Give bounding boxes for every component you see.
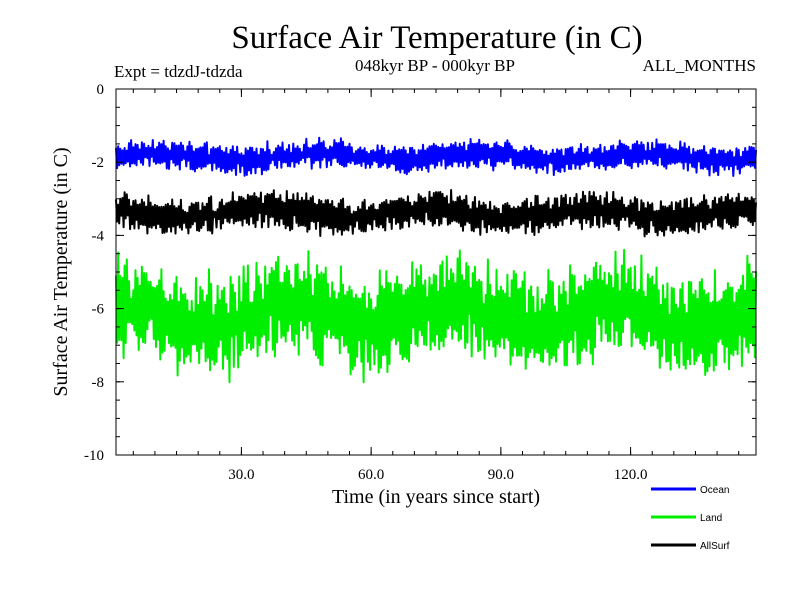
experiment-label: Expt = tdzdJ-tdzda: [114, 62, 243, 81]
y-tick-label: -10: [84, 448, 104, 464]
y-tick-label: -2: [92, 155, 105, 171]
y-tick-label: -4: [92, 228, 105, 244]
legend: Ocean Land AllSurf: [651, 485, 730, 552]
legend-label-allsurf: AllSurf: [700, 541, 730, 552]
x-tick-label: 30.0: [228, 467, 254, 483]
series-line-land: [115, 248, 757, 384]
y-axis-label: Surface Air Temperature (in C): [50, 147, 72, 396]
y-tick-label: 0: [97, 82, 105, 98]
chart-title: Surface Air Temperature (in C): [231, 20, 642, 56]
months-label: ALL_MONTHS: [643, 56, 756, 75]
x-axis: 30.0 60.0 90.0 120.0: [132, 89, 740, 483]
chart-subtitle: 048kyr BP - 000kyr BP: [355, 56, 515, 75]
y-axis: 0 -2 -4 -6 -8 -10: [84, 82, 756, 464]
x-axis-label: Time (in years since start): [332, 486, 540, 508]
x-tick-label: 120.0: [614, 467, 648, 483]
series-line-ocean: [115, 136, 757, 177]
series-line-allsurf: [115, 189, 757, 238]
legend-label-ocean: Ocean: [700, 485, 729, 496]
x-tick-label: 60.0: [358, 467, 384, 483]
y-tick-label: -6: [92, 302, 105, 318]
plot-area: [115, 136, 757, 384]
y-tick-label: -8: [92, 375, 105, 391]
legend-label-land: Land: [700, 513, 722, 524]
x-tick-label: 90.0: [488, 467, 514, 483]
